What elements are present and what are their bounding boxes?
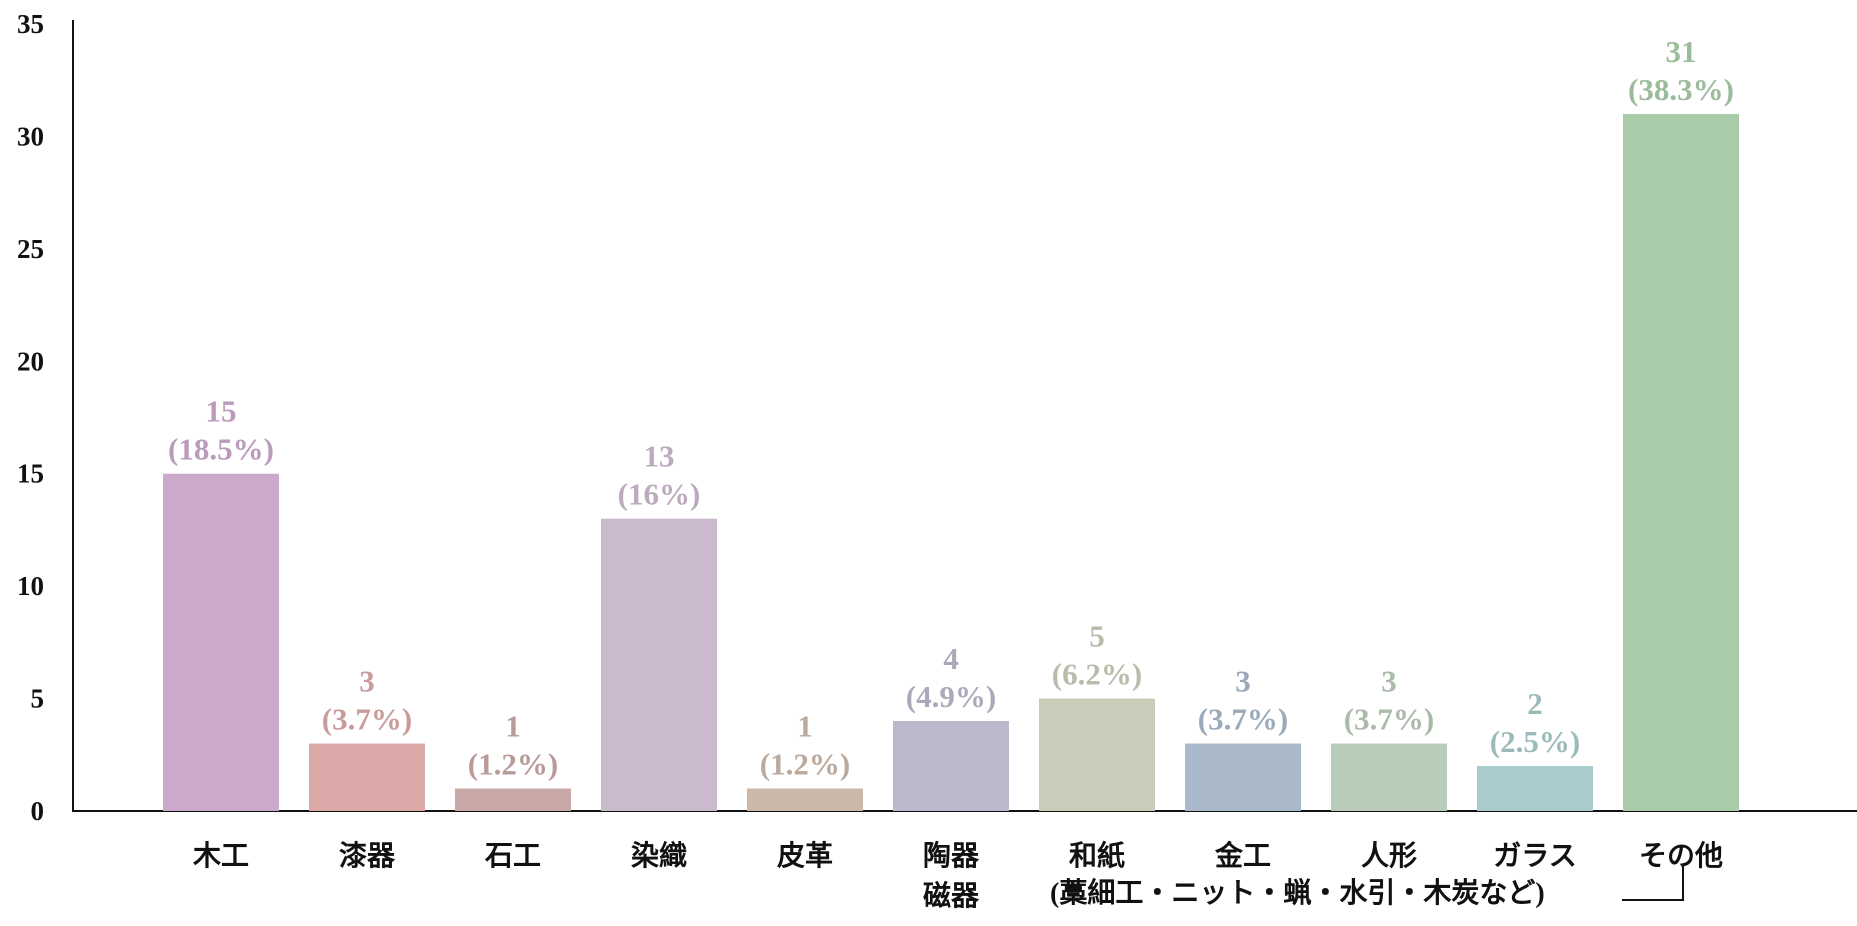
bar-percent-label: (3.7%) — [322, 702, 412, 737]
x-tick-label: 石工 — [484, 841, 541, 872]
bar-value-label: 15 — [206, 394, 237, 429]
x-tick-label: 染織 — [631, 840, 687, 872]
bar-percent-label: (16%) — [618, 477, 701, 512]
bar-value-label: 5 — [1089, 619, 1105, 654]
bar — [163, 473, 279, 811]
bar-value-label: 4 — [943, 641, 959, 676]
annotation-bracket — [1622, 866, 1684, 901]
bar-value-label: 1 — [505, 709, 521, 744]
x-tick-label: その他 — [1639, 840, 1723, 872]
y-tick-label: 20 — [17, 346, 44, 376]
bar — [1477, 766, 1593, 811]
bar-percent-label: (1.2%) — [760, 747, 850, 782]
bar-percent-label: (3.7%) — [1198, 702, 1288, 737]
y-tick-label: 35 — [17, 9, 44, 39]
bar-value-label: 3 — [1235, 664, 1251, 699]
bar-percent-label: (6.2%) — [1052, 657, 1142, 692]
bar-percent-label: (38.3%) — [1628, 72, 1734, 107]
other-annotation: (藁細工・ニット・蝋・水引・木炭など) — [1050, 876, 1545, 909]
y-tick-label: 10 — [17, 571, 44, 601]
bar-value-label: 13 — [644, 439, 675, 474]
bar-percent-label: (2.5%) — [1490, 724, 1580, 759]
x-tick-label: 人形 — [1361, 840, 1417, 872]
bar — [747, 788, 863, 811]
x-tick-label: 陶器 — [923, 840, 980, 872]
y-tick-label: 5 — [31, 684, 45, 714]
bar — [601, 518, 717, 811]
bar-percent-label: (18.5%) — [168, 432, 274, 467]
bar — [1185, 743, 1301, 811]
x-tick-label: 磁器 — [923, 880, 980, 912]
bar-percent-label: (1.2%) — [468, 747, 558, 782]
bar — [309, 743, 425, 811]
y-tick-label: 30 — [17, 121, 44, 151]
bar — [1331, 743, 1447, 811]
x-tick-label: 漆器 — [339, 840, 396, 872]
bar-value-label: 31 — [1666, 34, 1697, 69]
x-tick-label: 木工 — [192, 840, 249, 872]
bar-percent-label: (4.9%) — [906, 679, 996, 714]
x-tick-label: 金工 — [1214, 839, 1271, 872]
bar-percent-label: (3.7%) — [1344, 702, 1434, 737]
bar-value-label: 2 — [1527, 686, 1543, 721]
bar — [1039, 698, 1155, 811]
x-tick-label: 皮革 — [777, 840, 833, 872]
bar-value-label: 1 — [797, 709, 813, 744]
x-tick-label: ガラス — [1493, 840, 1576, 872]
y-tick-label: 25 — [17, 234, 44, 264]
bar-value-label: 3 — [1381, 664, 1397, 699]
y-tick-label: 15 — [17, 459, 44, 489]
y-tick-label: 0 — [31, 796, 45, 826]
bar-value-label: 3 — [359, 664, 375, 699]
bar — [1623, 113, 1739, 811]
x-tick-label: 和紙 — [1069, 839, 1125, 872]
bar — [893, 721, 1009, 811]
bar — [455, 788, 571, 811]
